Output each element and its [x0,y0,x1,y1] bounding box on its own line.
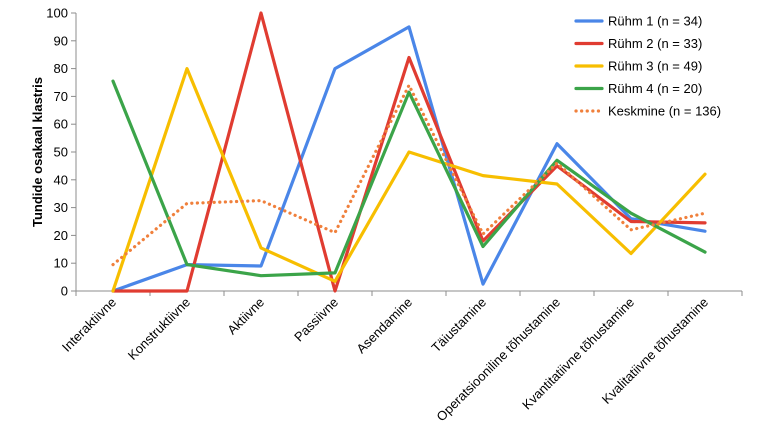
y-tick-label: 90 [54,33,68,48]
x-tick-label: Operatsiooniline tõhustamine [433,295,563,425]
y-tick-label: 60 [54,117,68,132]
legend-label: Keskmine (n = 136) [608,104,721,119]
x-tick-label: Interaktiivne [59,295,119,355]
legend: Rühm 1 (n = 34) Rühm 2 (n = 33) Rühm 3 (n … [574,14,721,119]
y-tick-label: 20 [54,228,68,243]
x-tick-label: Konstruktiivne [125,295,193,363]
y-tick-label: 0 [61,284,68,299]
series-line-3 [111,66,707,293]
series-lines [111,11,707,293]
x-tick-labels: Interaktiivne Konstruktiivne Aktiivne Passi… [59,291,743,425]
legend-label: Rühm 4 (n = 20) [608,81,702,96]
x-tick-label: Täiustamine [428,295,489,356]
legend-label: Rühm 3 (n = 49) [608,59,702,74]
legend-label: Rühm 2 (n = 33) [608,36,702,51]
y-axis-label: Tundide osakaal klastris [30,77,45,227]
y-tick-label: 40 [54,172,68,187]
legend-label: Rühm 1 (n = 34) [608,14,702,29]
y-tick-label: 30 [54,200,68,215]
series-line-4 [111,79,707,278]
y-tick-label: 10 [54,256,68,271]
x-tick-label: Asendamine [353,295,415,357]
y-tick-label: 80 [54,61,68,76]
y-tick-label: 70 [54,89,68,104]
x-tick-label: Passiivne [291,295,341,345]
series-line-2 [111,11,707,293]
x-tick-label: Aktiivne [224,295,267,338]
series-line-5 [111,83,707,267]
y-tick-labels: 0 10 20 30 40 50 60 70 80 90 100 [46,6,76,299]
y-tick-label: 100 [46,6,68,21]
y-tick-label: 50 [54,145,68,160]
